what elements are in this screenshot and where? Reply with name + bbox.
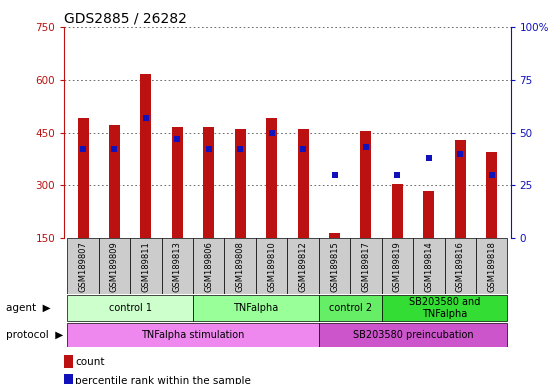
Point (141, 115, 150, 121)
Text: GSM189815: GSM189815 (330, 241, 339, 292)
Bar (68, 323, 319, 347)
Text: GSM189812: GSM189812 (299, 241, 307, 292)
Point (79, 146, 88, 152)
Text: GSM189814: GSM189814 (424, 241, 434, 292)
Text: GSM189817: GSM189817 (362, 241, 371, 292)
Bar (382, 238, 413, 294)
Point (299, 146, 307, 152)
Text: TNFalpha: TNFalpha (233, 303, 278, 313)
Point (110, 146, 119, 152)
Bar (224, 238, 256, 294)
Bar (141, 74, 151, 238)
Bar (319, 295, 382, 321)
Bar (455, 139, 466, 238)
Text: GSM189808: GSM189808 (235, 241, 245, 292)
Bar (266, 118, 277, 238)
Bar (109, 126, 120, 238)
Bar (350, 238, 382, 294)
Text: count: count (75, 357, 105, 367)
Bar (287, 238, 319, 294)
Bar (256, 238, 287, 294)
Bar (360, 131, 372, 238)
Point (425, 155, 434, 161)
Text: GSM189816: GSM189816 (456, 241, 465, 292)
Text: GSM189811: GSM189811 (141, 241, 151, 292)
Point (330, 172, 339, 178)
Point (487, 172, 496, 178)
Bar (392, 184, 403, 238)
Bar (319, 323, 507, 347)
Text: agent  ▶: agent ▶ (6, 303, 50, 313)
Bar (297, 129, 309, 238)
Bar (99, 238, 130, 294)
Point (393, 172, 402, 178)
Point (267, 129, 276, 136)
Point (362, 144, 371, 151)
Text: GSM189807: GSM189807 (79, 241, 88, 292)
Point (235, 146, 244, 152)
Text: GDS2885 / 26282: GDS2885 / 26282 (64, 12, 187, 26)
Text: GSM189819: GSM189819 (393, 241, 402, 292)
Bar (78, 118, 89, 238)
Bar (486, 152, 497, 238)
Bar (319, 238, 350, 294)
Text: GSM189813: GSM189813 (173, 241, 182, 292)
Text: GSM189809: GSM189809 (110, 241, 119, 292)
Text: SB203580 and
TNFalpha: SB203580 and TNFalpha (409, 297, 480, 319)
Bar (413, 238, 445, 294)
Bar (193, 238, 224, 294)
Bar (424, 190, 434, 238)
Bar (130, 238, 162, 294)
Bar (68, 295, 193, 321)
Bar (193, 295, 319, 321)
Text: GSM189806: GSM189806 (204, 241, 213, 292)
Text: protocol  ▶: protocol ▶ (6, 329, 63, 339)
Text: control 1: control 1 (109, 303, 152, 313)
Bar (382, 295, 507, 321)
Bar (172, 127, 183, 238)
Bar (68, 238, 99, 294)
Text: GSM189818: GSM189818 (487, 241, 496, 292)
Text: control 2: control 2 (329, 303, 372, 313)
Point (456, 151, 465, 157)
Bar (203, 127, 214, 238)
Point (173, 136, 182, 142)
Point (204, 146, 213, 152)
Text: GSM189810: GSM189810 (267, 241, 276, 292)
Bar (235, 129, 246, 238)
Text: percentile rank within the sample: percentile rank within the sample (75, 376, 251, 384)
Bar (445, 238, 476, 294)
Bar (162, 238, 193, 294)
Text: SB203580 preincubation: SB203580 preincubation (353, 329, 473, 339)
Bar (329, 233, 340, 238)
Text: TNFalpha stimulation: TNFalpha stimulation (141, 329, 245, 339)
Bar (476, 238, 507, 294)
